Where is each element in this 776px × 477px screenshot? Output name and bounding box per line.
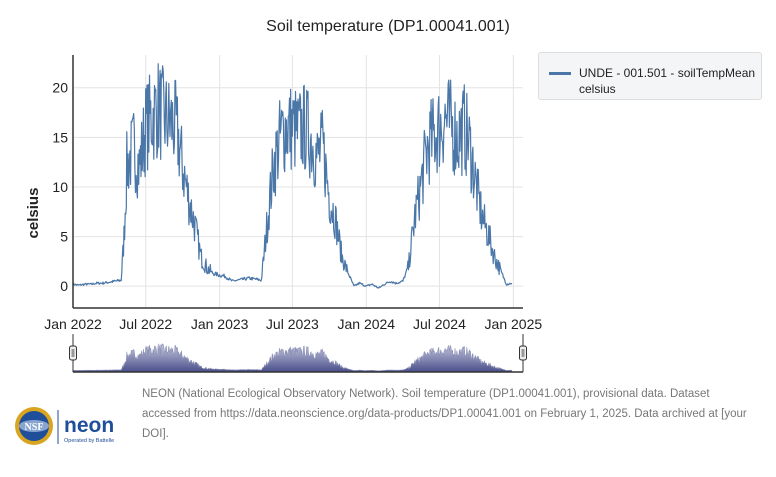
svg-text:NSF: NSF (25, 422, 44, 433)
x-tick-label: Jan 2023 (191, 316, 249, 332)
nsf-neon-logo: NSF neon Operated by Battelle (15, 407, 114, 445)
y-tick-label: 15 (52, 129, 68, 145)
x-tick-label: Jul 2022 (119, 316, 172, 332)
y-tick-label: 20 (52, 80, 68, 96)
nsf-seal-icon: NSF (15, 407, 53, 445)
legend-swatch (549, 72, 571, 75)
gridlines (72, 55, 523, 308)
series-line-path (72, 63, 513, 289)
legend-unit: celsius (579, 82, 616, 96)
x-tick-labels: Jan 2022 Jul 2022 Jan 2023 Jul 2023 Jan 2024… (44, 316, 542, 332)
legend[interactable]: UNDE - 001.501 - soilTempMean celsius (538, 52, 762, 100)
range-slider[interactable] (69, 334, 527, 373)
handle-grip-icon (521, 349, 525, 357)
chart-title: Soil temperature (DP1.00041.001) (266, 18, 510, 35)
y-tick-label: 5 (60, 229, 68, 245)
series-line (72, 63, 513, 289)
y-axis-label: celsius (25, 188, 42, 239)
legend-label: UNDE - 001.501 - soilTempMean (579, 66, 756, 80)
x-tick-label: Jan 2025 (485, 316, 543, 332)
x-tick-label: Jul 2024 (413, 316, 466, 332)
citation-text: NEON (National Ecological Observatory Ne… (142, 388, 747, 440)
y-tick-label: 0 (60, 278, 68, 294)
axes (72, 55, 523, 309)
y-tick-label: 10 (52, 179, 68, 195)
handle-grip-icon (71, 349, 75, 357)
range-slider-preview (72, 343, 513, 373)
x-tick-label: Jan 2022 (44, 316, 102, 332)
svg-text:neon: neon (64, 414, 114, 437)
chart-svg[interactable]: Jan 2022 Jul 2022 Jan 2023 Jul 2023 Jan 2024… (0, 0, 776, 380)
y-tick-labels: 0 5 10 15 20 (52, 80, 68, 294)
x-tick-label: Jul 2023 (266, 316, 319, 332)
x-tick-label: Jan 2024 (337, 316, 395, 332)
svg-text:Operated by Battelle: Operated by Battelle (64, 438, 114, 444)
